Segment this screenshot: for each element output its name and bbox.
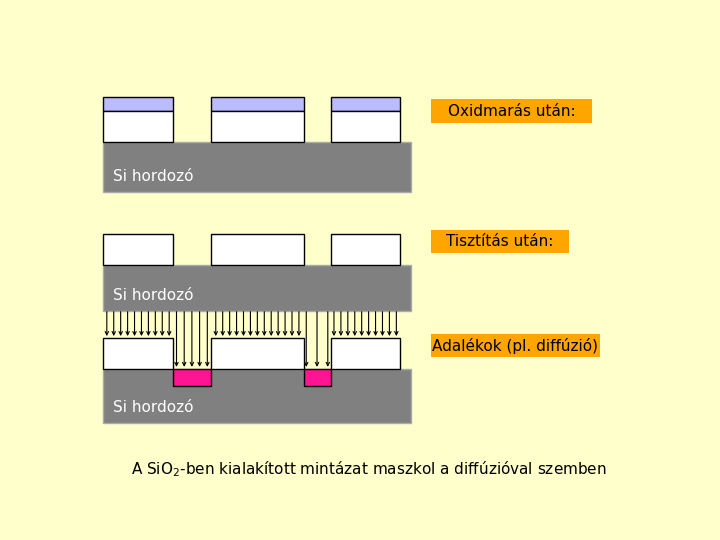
Bar (330, 111, 400, 142)
Bar (104, 97, 173, 111)
Bar (104, 338, 173, 369)
Text: Oxidmarás után:: Oxidmarás után: (448, 104, 575, 118)
Bar (330, 338, 400, 369)
Bar (330, 234, 400, 265)
Bar (304, 369, 330, 386)
Bar (104, 111, 173, 142)
Bar (173, 369, 211, 386)
Bar (104, 142, 411, 192)
Text: A SiO$_2$-ben kialakított mintázat maszkol a diffúzióval szemben: A SiO$_2$-ben kialakított mintázat maszk… (131, 459, 607, 479)
Bar (431, 334, 600, 357)
Bar (211, 234, 304, 265)
Bar (211, 338, 304, 369)
Text: Tisztítás után:: Tisztítás után: (446, 234, 554, 249)
Bar (211, 97, 304, 111)
Text: Adalékok (pl. diffúzió): Adalékok (pl. diffúzió) (432, 338, 598, 354)
Bar (431, 231, 570, 253)
Bar (104, 234, 173, 265)
Bar (431, 99, 593, 123)
Text: Si hordozó: Si hordozó (112, 400, 193, 415)
Bar (104, 369, 411, 423)
Text: Si hordozó: Si hordozó (112, 169, 193, 184)
Text: Si hordozó: Si hordozó (112, 288, 193, 303)
Bar (104, 265, 411, 311)
Bar (330, 97, 400, 111)
Bar (211, 111, 304, 142)
